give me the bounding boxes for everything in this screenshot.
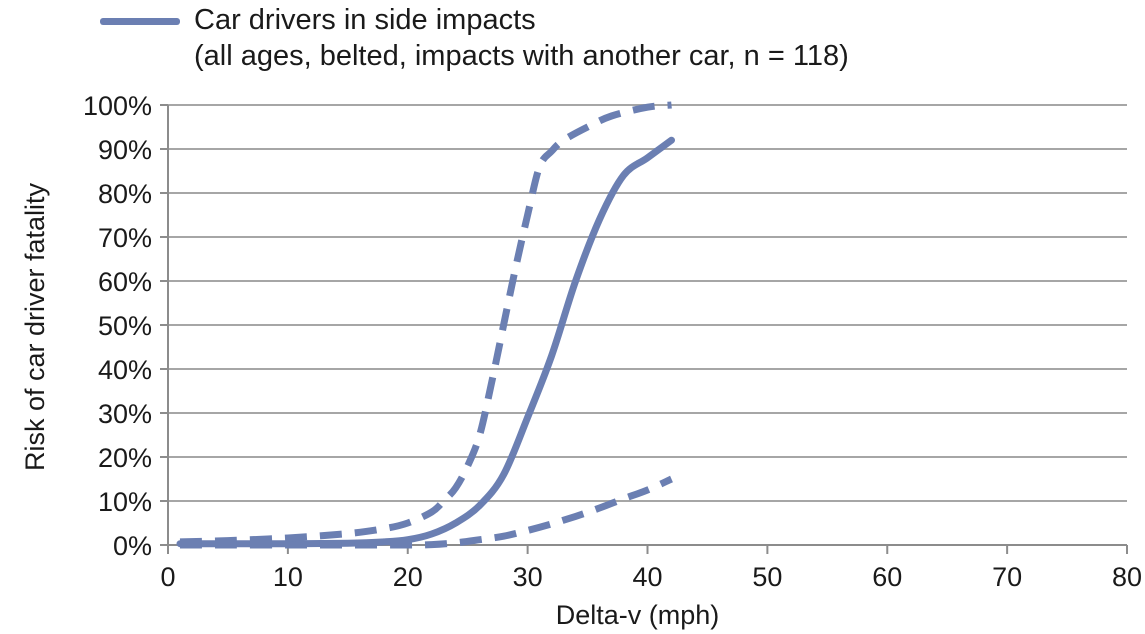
legend-detail: (all ages, belted, impacts with another … [194, 40, 849, 72]
y-tick-label: 20% [98, 443, 152, 473]
legend-entry: Car drivers in side impacts [194, 4, 536, 36]
x-tick-label: 50 [752, 562, 782, 592]
gridlines [168, 104, 1127, 502]
y-tick-label: 30% [98, 399, 152, 429]
x-tick-label: 40 [632, 562, 662, 592]
x-axis-title: Delta-v (mph) [556, 600, 720, 630]
x-tick-label: 80 [1112, 562, 1142, 592]
x-tick-label: 70 [992, 562, 1022, 592]
x-tick-labels: 0 10 20 30 40 50 60 70 80 [160, 562, 1142, 592]
x-tick-label: 60 [872, 562, 902, 592]
legend-swatch [100, 18, 180, 25]
series-line-lower-bound [179, 475, 673, 549]
y-tick-label: 100% [83, 91, 152, 121]
y-tick-label: 10% [98, 487, 152, 517]
axes [160, 104, 1128, 554]
y-tick-label: 60% [98, 267, 152, 297]
y-tick-label: 70% [98, 223, 152, 253]
y-tick-label: 40% [98, 355, 152, 385]
y-tick-label: 90% [98, 135, 152, 165]
y-tick-label: 0% [113, 531, 152, 561]
y-axis-title: Risk of car driver fatality [20, 182, 50, 471]
series-line-estimate [176, 136, 675, 548]
x-tick-label: 10 [273, 562, 303, 592]
y-tick-label: 50% [98, 311, 152, 341]
x-tick-label: 30 [513, 562, 543, 592]
x-tick-label: 20 [393, 562, 423, 592]
series-lines [176, 101, 675, 549]
y-tick-label: 80% [98, 179, 152, 209]
x-tick-label: 0 [160, 562, 175, 592]
y-tick-labels: 0% 10% 20% 30% 40% 50% 60% 70% 80% 90% 100% [83, 91, 152, 561]
series-line-upper-bound [179, 101, 672, 546]
